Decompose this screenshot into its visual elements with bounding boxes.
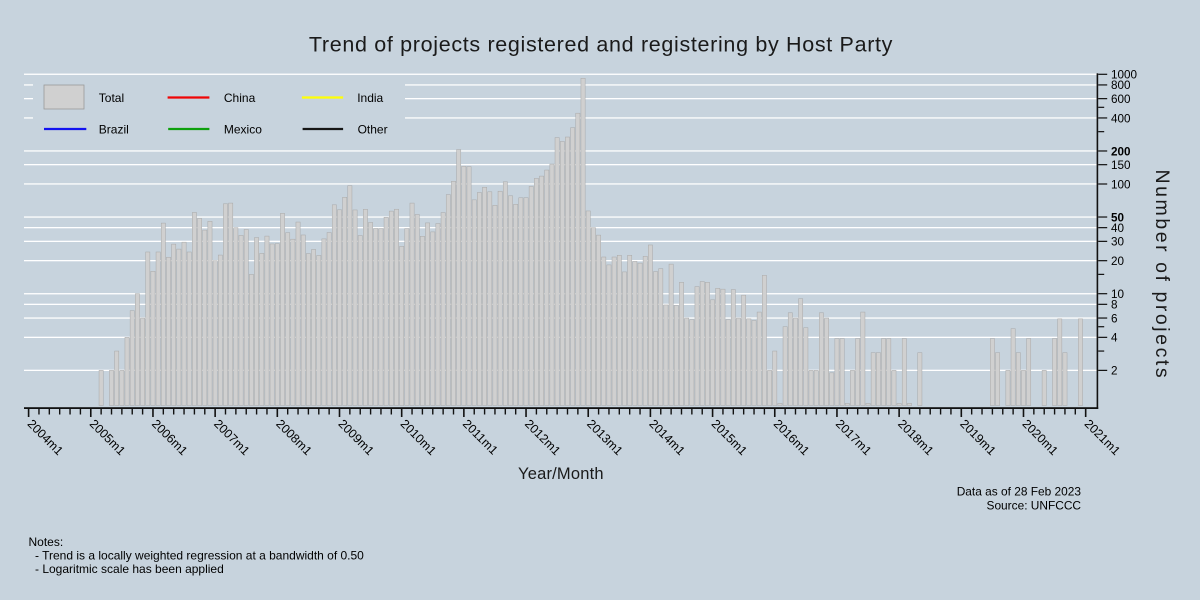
- svg-text:1000: 1000: [1111, 69, 1138, 82]
- svg-text:Brazil: Brazil: [99, 122, 129, 136]
- svg-text:Data as of 28 Feb 2023: Data as of 28 Feb 2023: [957, 485, 1082, 499]
- svg-text:2: 2: [1111, 365, 1118, 378]
- svg-text:Mexico: Mexico: [224, 122, 262, 136]
- svg-text:600: 600: [1111, 93, 1131, 106]
- svg-text:400: 400: [1111, 112, 1131, 125]
- svg-text:Notes:: Notes:: [29, 535, 64, 549]
- svg-text:- Trend is a locally weighted: - Trend is a locally weighted regression…: [35, 548, 364, 562]
- svg-text:10: 10: [1111, 288, 1125, 301]
- svg-text:200: 200: [1111, 145, 1131, 158]
- svg-text:8: 8: [1111, 299, 1118, 312]
- svg-text:100: 100: [1111, 178, 1131, 191]
- svg-text:40: 40: [1111, 222, 1125, 235]
- svg-text:150: 150: [1111, 159, 1131, 172]
- svg-text:20: 20: [1111, 255, 1125, 268]
- svg-text:India: India: [357, 91, 383, 105]
- svg-text:Number of projects: Number of projects: [1151, 170, 1173, 381]
- svg-text:4: 4: [1111, 332, 1118, 345]
- svg-text:30: 30: [1111, 236, 1125, 249]
- svg-text:800: 800: [1111, 79, 1131, 92]
- svg-text:Total: Total: [99, 91, 124, 105]
- svg-text:50: 50: [1111, 211, 1125, 224]
- svg-text:China: China: [224, 91, 256, 105]
- svg-text:- Logaritmic scale has been ap: - Logaritmic scale has been applied: [35, 562, 224, 576]
- svg-text:Other: Other: [358, 122, 388, 136]
- svg-text:Trend of projects registered a: Trend of projects registered and registe…: [309, 32, 893, 56]
- svg-text:Year/Month: Year/Month: [518, 465, 604, 483]
- svg-text:6: 6: [1111, 312, 1118, 325]
- svg-text:Source: UNFCCC: Source: UNFCCC: [987, 499, 1082, 513]
